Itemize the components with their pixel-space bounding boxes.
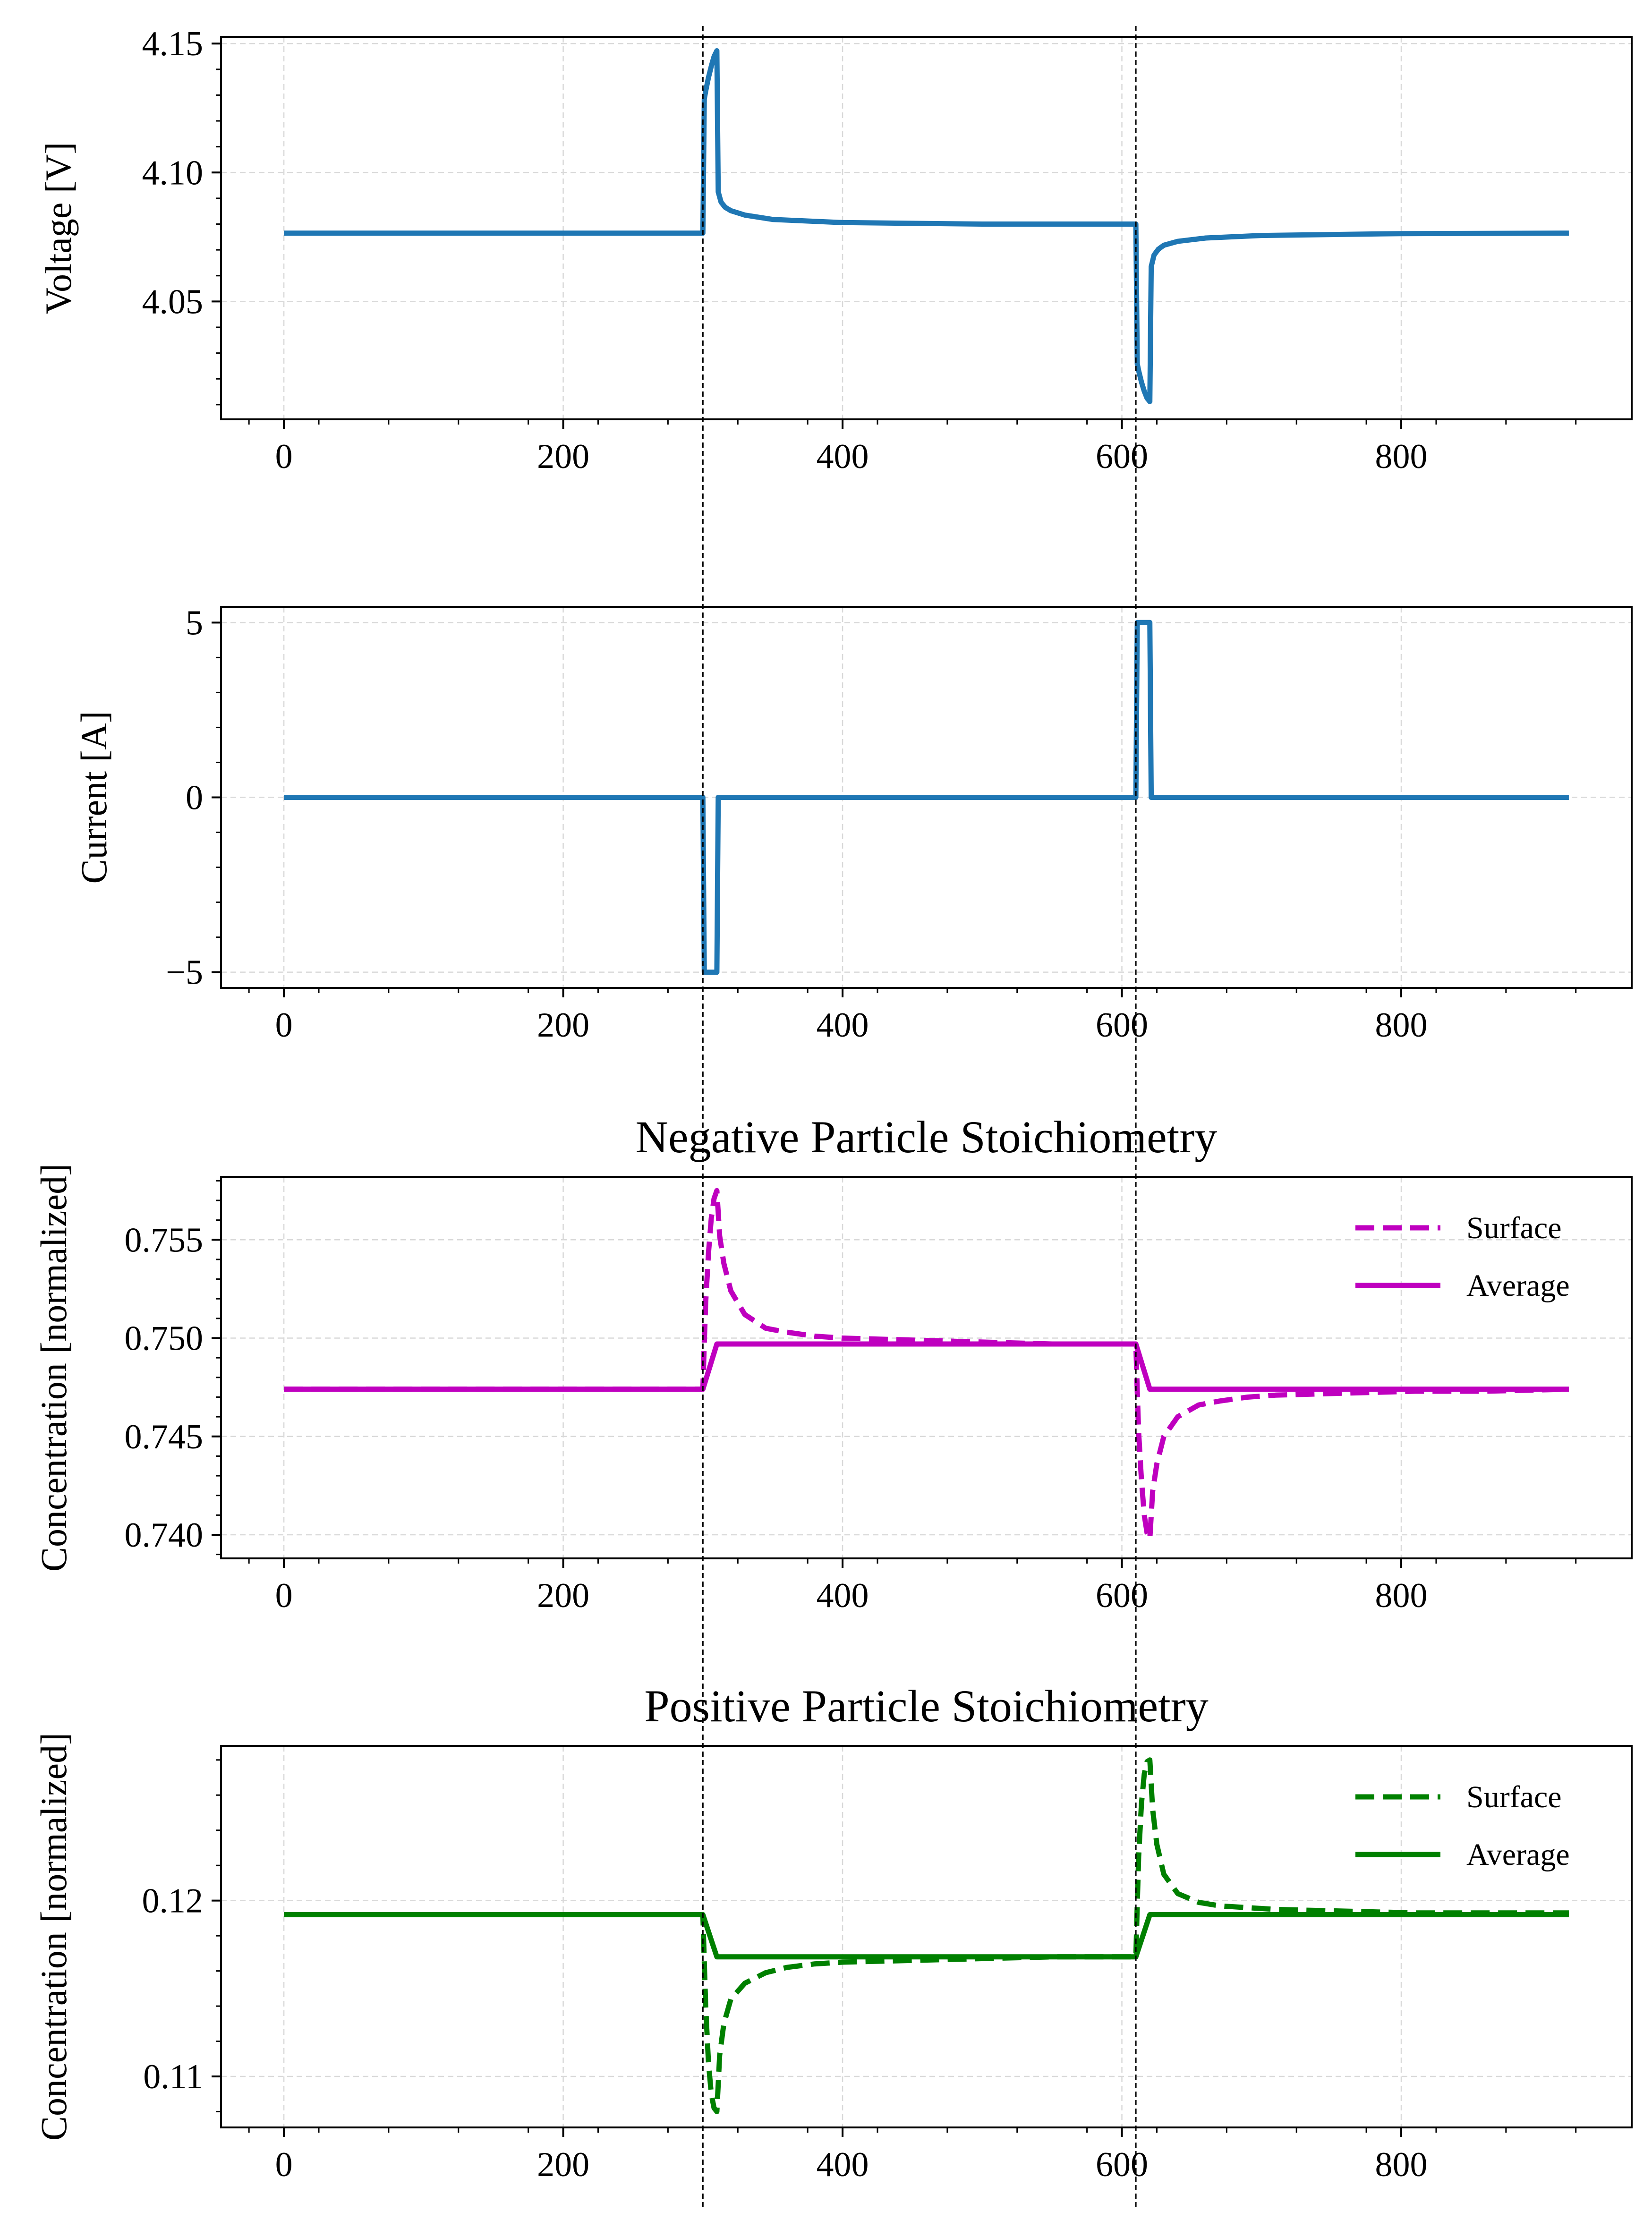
y-tick-label: 0.740 bbox=[125, 1516, 204, 1555]
panel-3: 0 200 400 600 800 0.740 0.745 0.750 0.755 Concent… bbox=[33, 1112, 1633, 1615]
legend-label-surface: Surface bbox=[1466, 1780, 1562, 1814]
y-tick-label: 0.755 bbox=[125, 1221, 204, 1259]
legend-label-average: Average bbox=[1466, 1268, 1570, 1303]
x-tick-label: 800 bbox=[1375, 1576, 1428, 1615]
y-tick-label: 0.11 bbox=[143, 2058, 203, 2096]
x-tick-label: 200 bbox=[537, 437, 589, 476]
series-line-average bbox=[284, 1341, 1569, 1392]
y-axis-label: Concentration [normalized] bbox=[33, 1733, 74, 2141]
x-tick-label: 200 bbox=[537, 1006, 589, 1045]
x-tick-label: 800 bbox=[1375, 2145, 1428, 2184]
panel-4: 0 200 400 600 800 0.11 0.12 Concentration [norm… bbox=[33, 1681, 1633, 2184]
series-line-average bbox=[284, 1912, 1569, 1960]
x-tick-label: 600 bbox=[1096, 2145, 1148, 2184]
y-tick-label: 5 bbox=[186, 604, 203, 642]
chart-title: Positive Particle Stoichiometry bbox=[644, 1681, 1209, 1731]
x-tick-label: 0 bbox=[275, 437, 293, 476]
y-axis-label: Current [A] bbox=[73, 711, 114, 884]
x-tick-label: 600 bbox=[1096, 1006, 1148, 1045]
panel-1: 0 200 400 600 800 4.05 4.10 4.15 Voltage [V] bbox=[38, 25, 1633, 476]
y-tick-label: 4.15 bbox=[142, 25, 204, 63]
y-tick-label: 4.05 bbox=[142, 282, 204, 321]
y-tick-label: 0.12 bbox=[142, 1882, 204, 1921]
y-tick-label: 0.750 bbox=[125, 1319, 204, 1358]
y-tick-label: 0 bbox=[186, 779, 203, 817]
axes-frame bbox=[220, 1176, 1633, 1559]
x-tick-label: 400 bbox=[817, 1576, 869, 1615]
axes-frame bbox=[220, 36, 1633, 420]
legend-label-surface: Surface bbox=[1466, 1211, 1562, 1245]
panel-2: 0 200 400 600 800 −5 0 5 Current [A] bbox=[73, 604, 1633, 1045]
series-line-surface bbox=[284, 1757, 1569, 2114]
x-tick-label: 200 bbox=[537, 2145, 589, 2184]
legend-label-average: Average bbox=[1466, 1837, 1570, 1872]
x-tick-label: 0 bbox=[275, 1006, 293, 1045]
y-tick-label: 4.10 bbox=[142, 153, 204, 192]
series-line-1 bbox=[284, 48, 1569, 404]
series-line-1 bbox=[284, 620, 1569, 975]
x-tick-label: 600 bbox=[1096, 1576, 1148, 1615]
chart-title: Negative Particle Stoichiometry bbox=[636, 1112, 1218, 1162]
legend: Surface Average bbox=[1355, 1211, 1570, 1303]
y-axis-label: Concentration [normalized] bbox=[33, 1164, 74, 1572]
y-axis-label: Voltage [V] bbox=[38, 142, 79, 315]
series-line-surface bbox=[284, 1188, 1569, 1541]
x-tick-label: 800 bbox=[1375, 1006, 1428, 1045]
x-tick-label: 400 bbox=[817, 2145, 869, 2184]
legend: Surface Average bbox=[1355, 1780, 1570, 1872]
x-tick-label: 400 bbox=[817, 437, 869, 476]
axes-frame bbox=[220, 1745, 1633, 2128]
x-tick-label: 0 bbox=[275, 2145, 293, 2184]
x-tick-label: 800 bbox=[1375, 437, 1428, 476]
y-tick-label: −5 bbox=[166, 953, 203, 992]
x-tick-label: 0 bbox=[275, 1576, 293, 1615]
x-tick-label: 400 bbox=[817, 1006, 869, 1045]
y-tick-label: 0.745 bbox=[125, 1418, 204, 1456]
x-tick-label: 600 bbox=[1096, 437, 1148, 476]
x-tick-label: 200 bbox=[537, 1576, 589, 1615]
